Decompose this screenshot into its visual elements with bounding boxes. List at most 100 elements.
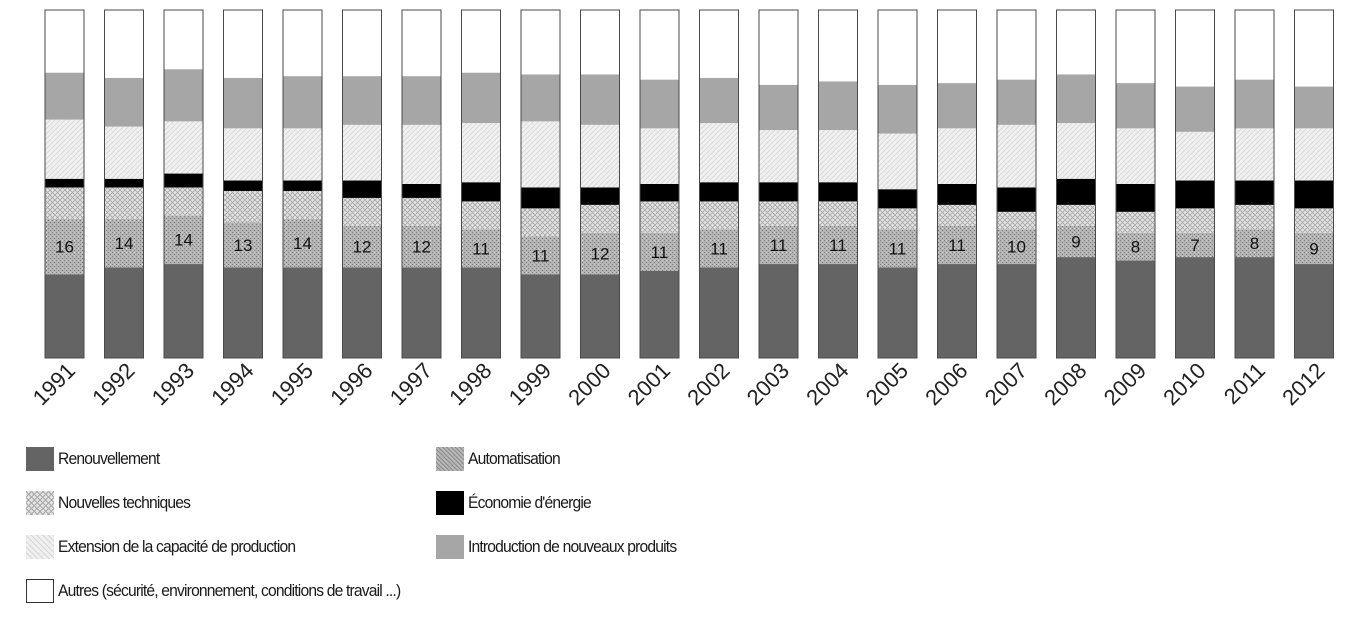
x-tick-label-2006: 2006	[920, 358, 972, 410]
x-axis-tick-labels: 1991 1992 1993 1994 1995 1996 1997 1998 1999 2000…	[28, 358, 1330, 410]
data-label-2009: 8	[1131, 238, 1140, 257]
data-label-1992: 14	[115, 234, 134, 253]
bar-segment-economie-d-energie-1994	[223, 180, 263, 191]
bar-segment-extension-de-la-capacite-de-production-2011	[1235, 128, 1274, 181]
bar-segment-nouvelles-techniques-2007	[997, 211, 1036, 230]
x-tick-label-2002: 2002	[682, 358, 734, 410]
bar-segment-nouvelles-techniques-1992	[104, 187, 144, 219]
bar-segment-autres-securite-environnement-conditions-de-travail-2001	[640, 10, 679, 80]
bar-segment-economie-d-energie-1999	[521, 187, 560, 209]
bar-segment-autres-securite-environnement-conditions-de-travail-2000	[580, 10, 620, 75]
bar-segment-nouvelles-techniques-1998	[461, 201, 501, 230]
bar-segment-extension-de-la-capacite-de-production-2002	[699, 123, 739, 183]
bar-outline-1994	[223, 9, 263, 359]
bar-segment-autres-securite-environnement-conditions-de-travail-2004	[818, 10, 858, 82]
bar-segment-automatisation-2010	[1175, 232, 1215, 258]
bar-segment-introduction-de-nouveaux-produits-2000	[580, 74, 620, 125]
bar-2001	[639, 9, 680, 359]
bar-segment-automatisation-1991	[45, 218, 84, 275]
bar-1999	[520, 9, 561, 359]
bar-segment-economie-d-energie-2010	[1175, 180, 1215, 209]
bar-segment-autres-securite-environnement-conditions-de-travail-2009	[1116, 10, 1155, 84]
bar-segment-economie-d-energie-2005	[878, 189, 917, 209]
bar-segment-automatisation-1999	[521, 236, 560, 275]
data-label-2007: 10	[1007, 238, 1026, 257]
bar-outline-2012	[1294, 9, 1334, 359]
bar-segment-extension-de-la-capacite-de-production-2000	[580, 124, 620, 188]
bar-2008	[1056, 9, 1096, 359]
bar-segment-autres-securite-environnement-conditions-de-travail-2007	[997, 10, 1036, 80]
bar-outline-2002	[699, 9, 739, 359]
legend-label-automatisation: Automatisation	[468, 449, 561, 468]
x-tick-label-1992: 1992	[87, 358, 139, 410]
bar-segment-extension-de-la-capacite-de-production-2005	[878, 133, 917, 190]
bar-segment-nouvelles-techniques-2003	[759, 201, 798, 226]
bar-segment-renouvellement-1994	[223, 267, 263, 358]
bar-segment-renouvellement-2012	[1294, 264, 1334, 358]
bar-segment-extension-de-la-capacite-de-production-2008	[1056, 123, 1096, 179]
bar-segment-renouvellement-2000	[580, 274, 620, 358]
data-label-2000: 12	[591, 245, 610, 264]
x-tick-label-1991: 1991	[28, 358, 80, 410]
x-tick-label-2005: 2005	[861, 358, 913, 410]
bar-outline-1996	[342, 9, 382, 359]
bar-outline-2001	[639, 9, 680, 359]
bar-segment-renouvellement-1995	[283, 267, 322, 358]
data-label-2010: 7	[1190, 236, 1199, 255]
bar-segment-automatisation-2011	[1235, 229, 1274, 258]
bar-segment-renouvellement-2002	[699, 267, 739, 358]
bar-segment-economie-d-energie-2004	[818, 182, 858, 202]
bar-segment-renouvellement-2003	[759, 264, 798, 358]
data-label-2005: 11	[889, 239, 907, 258]
bar-segment-introduction-de-nouveaux-produits-2006	[937, 83, 977, 129]
legend-item-economie-energie: Économie d'énergie	[436, 490, 602, 516]
bar-segment-nouvelles-techniques-2000	[580, 204, 620, 233]
bar-segment-autres-securite-environnement-conditions-de-travail-2010	[1175, 10, 1215, 87]
data-label-1999: 11	[532, 246, 550, 265]
bar-1993	[163, 9, 204, 359]
bar-1992	[104, 9, 144, 359]
bar-segment-nouvelles-techniques-1994	[223, 190, 263, 223]
bar-segment-introduction-de-nouveaux-produits-2001	[640, 79, 679, 129]
bar-outline-2008	[1056, 9, 1096, 359]
bar-segment-renouvellement-2004	[818, 264, 858, 358]
legend-swatch-automatisation	[436, 447, 464, 471]
bar-2009	[1115, 9, 1156, 359]
bar-outline-2006	[937, 9, 977, 359]
bar-segment-economie-d-energie-2009	[1116, 184, 1155, 212]
bar-segment-renouvellement-1991	[45, 274, 84, 358]
bar-segment-autres-securite-environnement-conditions-de-travail-2002	[699, 10, 739, 78]
bar-segment-autres-securite-environnement-conditions-de-travail-2008	[1056, 10, 1096, 75]
bar-segment-automatisation-2009	[1116, 232, 1155, 261]
bar-segment-nouvelles-techniques-1997	[402, 197, 441, 226]
bar-1997	[401, 9, 442, 359]
bar-1998	[461, 9, 501, 359]
data-label-1995: 14	[293, 234, 312, 253]
x-tick-label-1993: 1993	[147, 358, 199, 410]
bar-segment-economie-d-energie-1993	[164, 173, 203, 188]
bar-segment-nouvelles-techniques-2005	[878, 208, 917, 230]
bar-2010	[1175, 9, 1215, 359]
bar-segment-introduction-de-nouveaux-produits-2003	[759, 84, 798, 131]
bar-segment-extension-de-la-capacite-de-production-2010	[1175, 131, 1215, 181]
bar-segment-nouvelles-techniques-2011	[1235, 204, 1274, 230]
bar-segment-extension-de-la-capacite-de-production-2001	[640, 128, 679, 184]
bar-segment-autres-securite-environnement-conditions-de-travail-2011	[1235, 10, 1274, 80]
bar-segment-automatisation-1994	[223, 222, 263, 268]
x-tick-label-1997: 1997	[385, 358, 437, 410]
legend-swatch-autres	[26, 579, 54, 603]
bar-segment-introduction-de-nouveaux-produits-1991	[45, 72, 84, 120]
bar-1994	[223, 9, 263, 359]
bar-segment-nouvelles-techniques-1995	[283, 190, 322, 219]
bar-outline-2000	[580, 9, 620, 359]
x-tick-label-2000: 2000	[563, 358, 615, 410]
legend-item-extension-capacite: Extension de la capacité de production	[26, 534, 316, 560]
legend-item-renouvellement: Renouvellement	[26, 446, 168, 472]
bar-segment-automatisation-2012	[1294, 232, 1334, 265]
bar-segment-nouvelles-techniques-1999	[521, 208, 560, 237]
bar-segment-extension-de-la-capacite-de-production-1997	[402, 124, 441, 184]
bar-segment-renouvellement-1999	[521, 274, 560, 358]
x-tick-label-2010: 2010	[1158, 358, 1210, 410]
data-label-1993: 14	[174, 231, 193, 250]
bar-segment-extension-de-la-capacite-de-production-2012	[1294, 128, 1334, 181]
